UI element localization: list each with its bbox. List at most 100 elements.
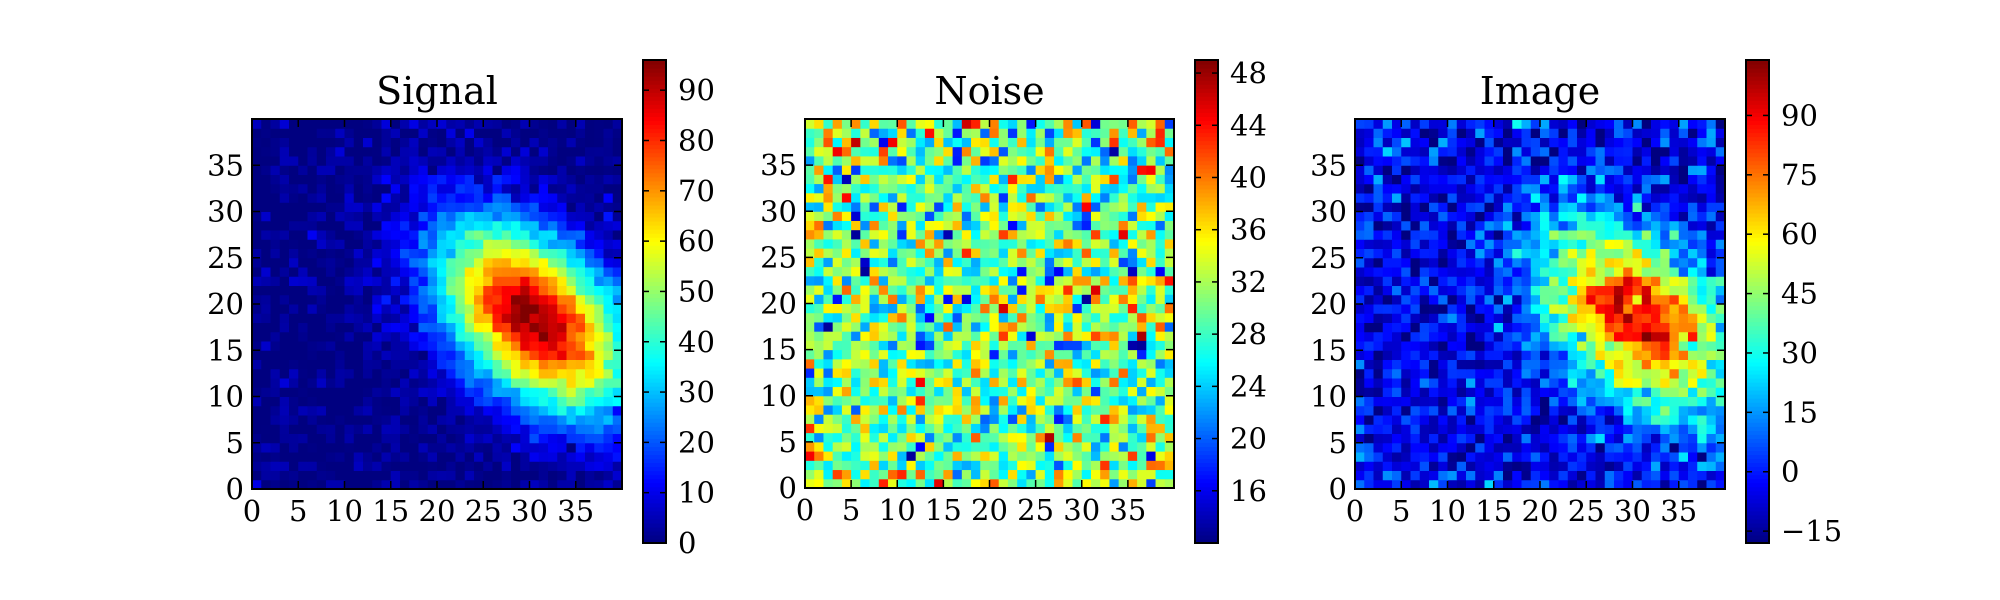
heatmap-cell — [353, 119, 364, 129]
heatmap-cell — [1438, 248, 1448, 259]
heatmap-cell — [1447, 313, 1458, 323]
heatmap-cell — [1392, 193, 1402, 203]
heatmap-cell — [915, 478, 926, 489]
heatmap-cell — [1429, 396, 1439, 407]
heatmap-cell — [409, 424, 419, 434]
heatmap-cell — [888, 155, 898, 166]
heatmap-cell — [897, 211, 907, 221]
heatmap-cell — [1651, 267, 1661, 277]
heatmap-cell — [1540, 248, 1550, 259]
heatmap-cell — [897, 414, 907, 424]
heatmap-cell — [501, 220, 512, 231]
heatmap-cell — [1512, 165, 1522, 175]
heatmap-cell — [1558, 239, 1569, 249]
heatmap-cell — [1447, 322, 1458, 333]
heatmap-cell — [1146, 303, 1157, 314]
heatmap-cell — [1577, 470, 1587, 481]
heatmap-cell — [1044, 192, 1055, 203]
heatmap-cell — [1669, 387, 1680, 397]
heatmap-cell — [1146, 368, 1157, 378]
heatmap-cell — [888, 275, 898, 286]
heatmap-cell — [1623, 267, 1633, 277]
heatmap-cell — [888, 423, 898, 434]
heatmap-cell — [390, 156, 401, 166]
heatmap-cell — [483, 156, 493, 166]
heatmap-cell — [464, 433, 475, 444]
colorbar-segment — [643, 212, 666, 218]
heatmap-cell — [1688, 174, 1698, 185]
heatmap-cell — [612, 267, 623, 277]
heatmap-cell — [897, 285, 907, 295]
heatmap-cell — [1466, 230, 1476, 240]
heatmap-cell — [1493, 368, 1504, 379]
heatmap-cell — [832, 441, 843, 452]
heatmap-cell — [952, 275, 963, 286]
colorbar-segment — [643, 337, 666, 343]
heatmap-cell — [980, 432, 990, 443]
heatmap-cell — [1530, 405, 1541, 416]
heatmap-cell — [1651, 442, 1661, 453]
heatmap-cell — [1401, 405, 1411, 416]
heatmap-cell — [998, 368, 1009, 378]
heatmap-cell — [805, 349, 815, 360]
heatmap-cell — [344, 276, 355, 286]
heatmap-cell — [400, 304, 410, 314]
heatmap-cell — [594, 359, 604, 370]
heatmap-cell — [1044, 229, 1055, 240]
heatmap-cell — [851, 174, 861, 185]
heatmap-cell — [1155, 368, 1166, 378]
heatmap-cell — [924, 377, 935, 388]
heatmap-cell — [878, 395, 889, 406]
heatmap-cell — [1466, 285, 1476, 296]
heatmap-cell — [878, 441, 889, 452]
heatmap-cell — [529, 230, 540, 240]
heatmap-cell — [1651, 461, 1661, 471]
heatmap-cell — [851, 331, 861, 341]
heatmap-cell — [372, 433, 382, 444]
heatmap-cell — [952, 331, 963, 341]
heatmap-cell — [548, 341, 558, 351]
heatmap-cell — [1090, 368, 1101, 378]
colorbar-segment — [643, 285, 666, 291]
heatmap-cell — [1688, 378, 1698, 388]
colorbar-segment — [643, 369, 666, 375]
heatmap-cell — [289, 257, 299, 268]
heatmap-cell — [878, 451, 889, 461]
heatmap-cell — [400, 193, 410, 203]
colorbar-segment — [1195, 373, 1218, 379]
heatmap-cell — [971, 211, 981, 221]
heatmap-cell — [1614, 368, 1624, 379]
heatmap-cell — [1373, 433, 1384, 444]
heatmap-cell — [1521, 452, 1532, 462]
heatmap-cell — [279, 350, 290, 360]
heatmap-cell — [603, 183, 614, 194]
heatmap-cell — [1669, 405, 1680, 416]
heatmap-cell — [1688, 202, 1698, 212]
heatmap-cell — [980, 321, 990, 332]
heatmap-cell — [501, 156, 512, 166]
heatmap-cell — [924, 469, 935, 480]
heatmap-cell — [1146, 165, 1157, 175]
colorbar-segment — [643, 160, 666, 166]
heatmap-cell — [1392, 267, 1402, 277]
heatmap-cell — [1429, 405, 1439, 416]
colorbar-segment — [1195, 297, 1218, 303]
heatmap-cell — [851, 423, 861, 434]
heatmap-cell — [363, 248, 373, 259]
heatmap-cell — [409, 368, 419, 379]
heatmap-cell — [1044, 119, 1055, 129]
heatmap-cell — [1127, 451, 1138, 461]
heatmap-cell — [446, 220, 456, 231]
heatmap-cell — [316, 387, 327, 397]
heatmap-cell — [897, 303, 907, 314]
heatmap-cell — [1678, 368, 1689, 379]
heatmap-cell — [1382, 470, 1393, 481]
heatmap-cell — [594, 331, 604, 342]
heatmap-cell — [1035, 275, 1046, 286]
heatmap-cell — [298, 378, 308, 388]
heatmap-cell — [363, 368, 373, 379]
heatmap-cell — [326, 387, 336, 397]
heatmap-cell — [1044, 358, 1055, 369]
heatmap-cell — [971, 275, 981, 286]
